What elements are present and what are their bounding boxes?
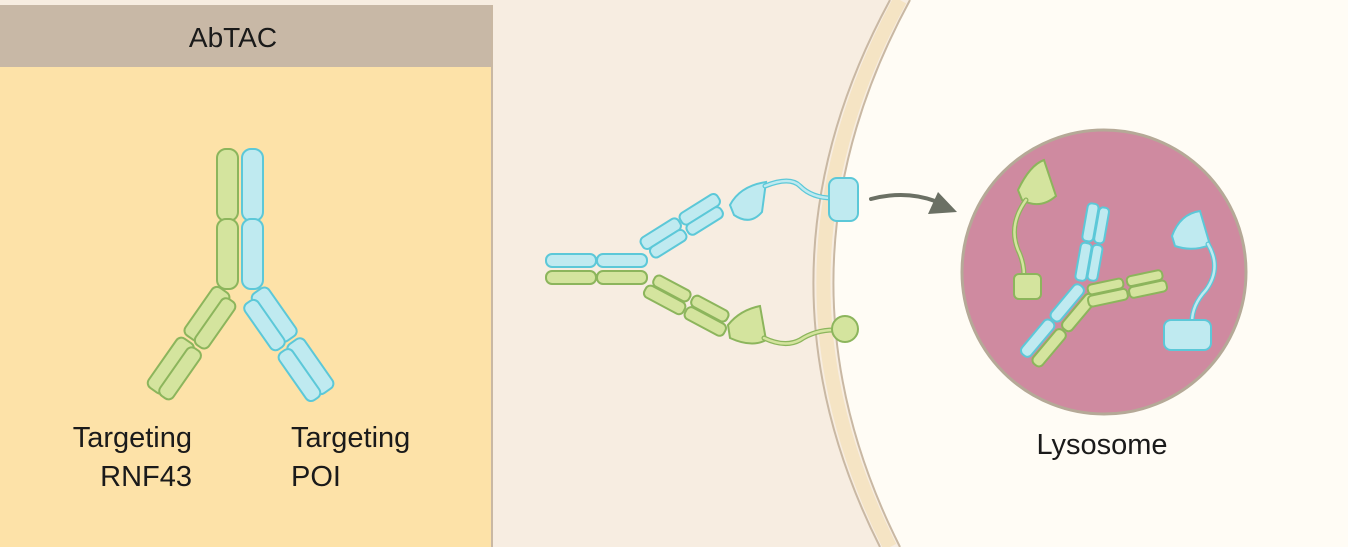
label-right-arm-line2: POI (291, 461, 341, 493)
panel-title: AbTAC (189, 22, 277, 53)
cell-membrane-inner (832, 0, 911, 547)
label-left-arm-line1: Targeting (73, 422, 192, 454)
cell-membrane (816, 0, 907, 547)
lysosome-label: Lysosome (1036, 429, 1167, 461)
green-receptor-icon (726, 304, 859, 346)
label-right-arm-line1: Targeting (291, 422, 410, 454)
y-shaped-antibody-icon (146, 148, 335, 403)
panel-header (0, 5, 492, 67)
bound-antibody-icon (545, 193, 730, 337)
cyan-receptor-icon (728, 177, 859, 222)
cell-membrane-outer (812, 0, 891, 547)
curved-arrow-icon (869, 192, 957, 214)
label-left-arm-line2: RNF43 (100, 461, 192, 493)
lysosome-circle-icon (960, 128, 1248, 416)
